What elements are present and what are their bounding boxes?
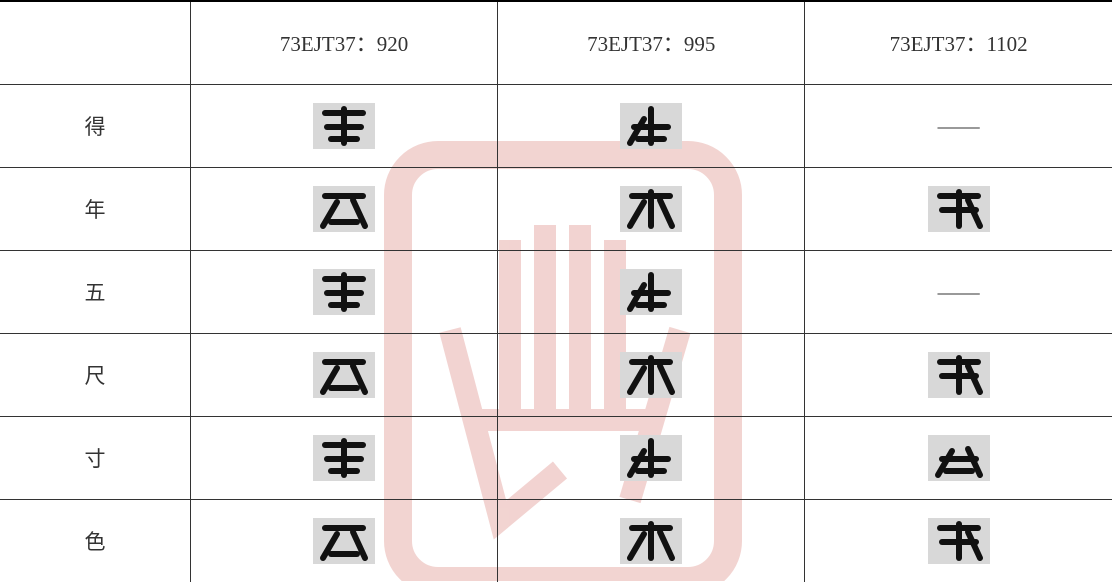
image-cell — [805, 500, 1112, 582]
image-cell — [191, 500, 498, 582]
column-header: 73EJT37：1102 — [805, 1, 1112, 85]
character-image — [928, 186, 990, 232]
character-image — [313, 435, 375, 481]
character-image — [313, 352, 375, 398]
character-image — [313, 186, 375, 232]
character-image — [620, 269, 682, 315]
image-cell — [805, 334, 1112, 417]
image-cell — [191, 85, 498, 168]
row-label: 得 — [0, 85, 191, 168]
character-image — [620, 186, 682, 232]
image-cell — [191, 251, 498, 334]
dash-cell: —— — [805, 251, 1112, 334]
image-cell — [498, 168, 805, 251]
table-row: 年 — [0, 168, 1112, 251]
column-header: 73EJT37：995 — [498, 1, 805, 85]
header-row: 73EJT37：920 73EJT37：995 73EJT37：1102 — [0, 1, 1112, 85]
character-image — [620, 103, 682, 149]
character-image — [928, 435, 990, 481]
character-image — [928, 518, 990, 564]
dash-cell: —— — [805, 85, 1112, 168]
table-row: 寸 — [0, 417, 1112, 500]
column-header: 73EJT37：920 — [191, 1, 498, 85]
character-image — [620, 435, 682, 481]
character-image — [313, 269, 375, 315]
image-cell — [191, 334, 498, 417]
character-image — [620, 352, 682, 398]
image-cell — [191, 168, 498, 251]
character-image — [313, 103, 375, 149]
image-cell — [498, 251, 805, 334]
character-image — [313, 518, 375, 564]
image-cell — [498, 500, 805, 582]
table-row: 色 — [0, 500, 1112, 582]
character-image — [928, 352, 990, 398]
table-row: 五 —— — [0, 251, 1112, 334]
row-label: 色 — [0, 500, 191, 582]
character-image — [620, 518, 682, 564]
row-label: 尺 — [0, 334, 191, 417]
image-cell — [498, 417, 805, 500]
table-row: 尺 — [0, 334, 1112, 417]
image-cell — [805, 417, 1112, 500]
image-cell — [498, 334, 805, 417]
image-cell — [805, 168, 1112, 251]
row-label: 五 — [0, 251, 191, 334]
corner-cell — [0, 1, 191, 85]
row-label: 寸 — [0, 417, 191, 500]
row-label: 年 — [0, 168, 191, 251]
image-cell — [191, 417, 498, 500]
image-cell — [498, 85, 805, 168]
table-row: 得 —— — [0, 85, 1112, 168]
